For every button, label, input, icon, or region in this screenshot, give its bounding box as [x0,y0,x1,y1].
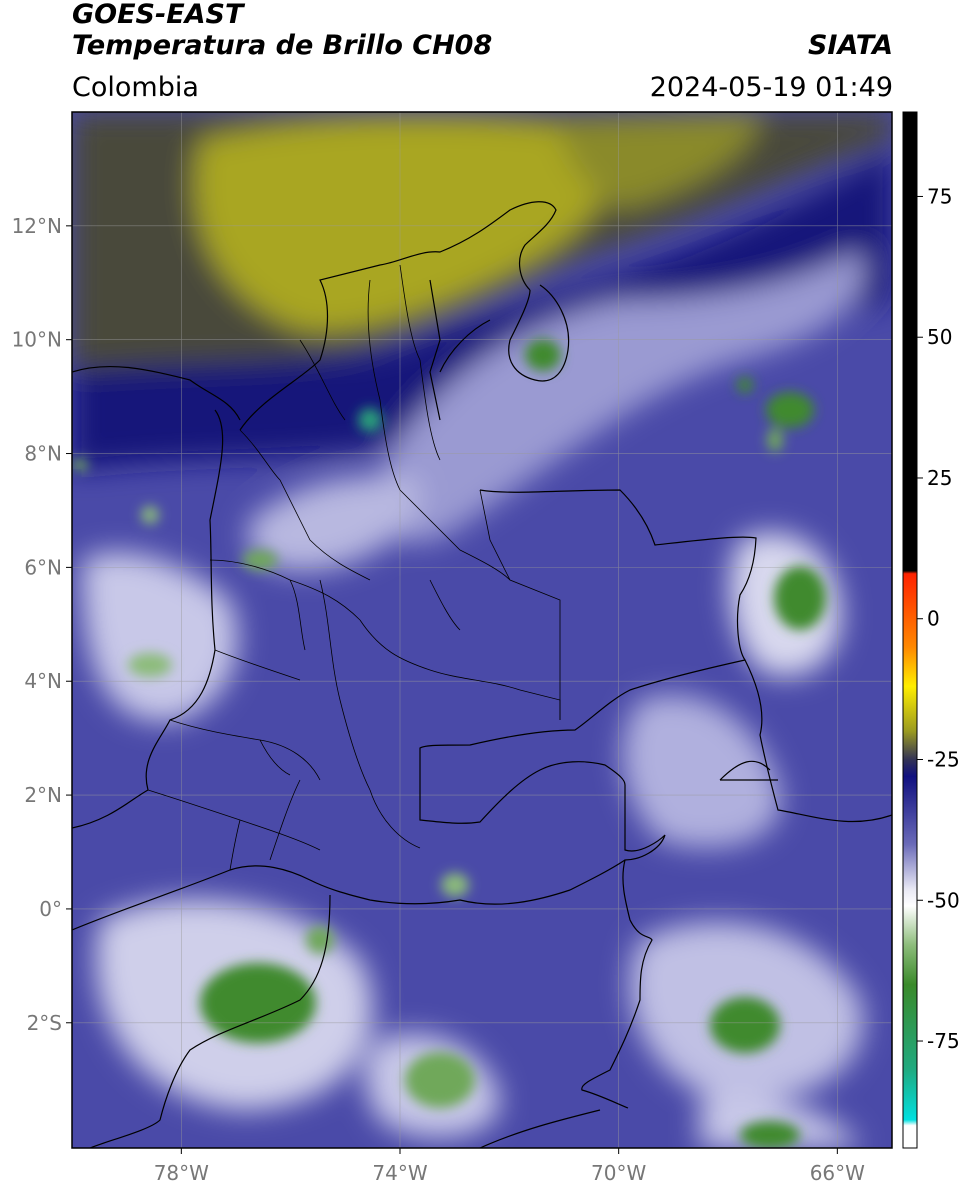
graticule [72,112,892,1148]
colorbar-tick-label: -75 [927,1029,960,1053]
lon-tick-label: 78°W [154,1161,209,1185]
title-satellite: GOES-EAST [72,0,244,30]
colorbar-tick-label: 0 [927,607,940,631]
department-borders [147,264,561,871]
lat-tick-label: 8°N [24,442,62,466]
colorbar-tick-label: 25 [927,466,952,490]
lon-tick-label: 70°W [591,1161,646,1185]
region-label: Colombia [72,72,199,103]
lat-tick-label: 0° [39,897,62,921]
lat-tick-label: 10°N [12,328,62,352]
colorbar-tick-label: 50 [927,325,952,349]
brightness-temperature-field [72,112,892,1148]
lon-tick-label: 66°W [810,1161,865,1185]
lat-tick-label: 12°N [12,214,62,238]
lat-tick-label: 2°N [24,783,62,807]
lat-tick-label: 2°S [27,1011,62,1035]
colorbar: 75 50 25 0 -25 -50 -75 [902,111,960,1149]
colorbar-tick-label: -25 [927,748,960,772]
brand-label: SIATA [807,30,893,61]
title-product: Temperatura de Brillo CH08 [72,30,493,61]
map-frame [71,111,893,1149]
country-borders [72,201,892,1148]
lat-tick-label: 6°N [24,555,62,579]
colorbar-tick-label: -50 [927,888,960,912]
timestamp-label: 2024-05-19 01:49 [649,72,893,103]
colorbar-ticks: 75 50 25 0 -25 -50 -75 [917,184,960,1053]
colorbar-bar [902,111,918,1149]
latitude-axis: 12°N 10°N 8°N 6°N 4°N 2°N 0° 2°S [12,214,72,1035]
lat-tick-label: 4°N [24,669,62,693]
longitude-axis: 78°W 74°W 70°W 66°W [154,1148,865,1185]
lon-tick-label: 74°W [372,1161,427,1185]
colorbar-tick-label: 75 [927,184,952,208]
